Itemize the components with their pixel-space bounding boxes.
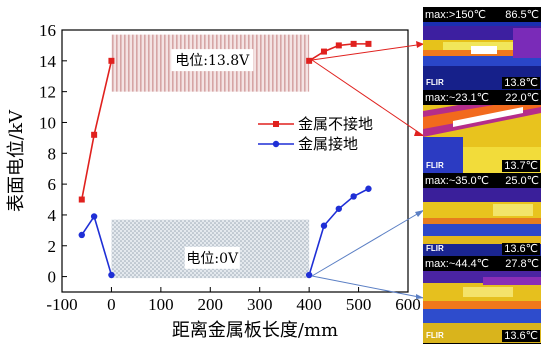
flir-logo: FLIR: [426, 161, 444, 170]
callout-arrowhead: [415, 210, 424, 217]
y-tick-label: 8: [48, 144, 57, 163]
data-point: [320, 48, 327, 55]
callout-arrowhead: [414, 130, 424, 136]
callout-line: [311, 43, 425, 61]
region-label: 电位:0V: [186, 251, 239, 267]
callout-line: [311, 275, 425, 299]
data-point: [320, 222, 328, 229]
data-point: [108, 271, 115, 279]
x-axis-title: 距离金属板长度/mm: [172, 320, 338, 341]
series-line-2-2: [308, 188, 369, 276]
flir-logo: FLIR: [426, 244, 444, 253]
data-point: [365, 185, 372, 192]
thermal-max-label: max:~35.0℃: [425, 175, 490, 187]
data-point: [108, 57, 115, 64]
data-point: [78, 231, 85, 239]
plot-frame: [61, 29, 409, 293]
legend-marker: [272, 140, 280, 148]
data-point: [78, 196, 85, 203]
thermal-max-value: 86.5℃: [505, 9, 539, 21]
y-tick-label: 14: [39, 52, 57, 71]
flir-logo: FLIR: [426, 331, 444, 340]
x-tick-label: 300: [247, 295, 273, 314]
x-tick-label: 600: [395, 295, 421, 314]
y-tick-label: 6: [48, 175, 57, 194]
callout-lines: [311, 41, 425, 299]
y-tick-label: 2: [48, 237, 57, 256]
region-label-bg: [184, 246, 240, 269]
thermal-max-label: max:>150℃: [425, 9, 486, 21]
thermal-max-value: 27.8℃: [505, 258, 539, 270]
y-tick-label: 10: [39, 113, 56, 132]
highlight-regions: 电位:13.8V 电位:0V: [111, 34, 310, 279]
y-tick-label: 0: [48, 268, 57, 287]
thermal-min-value: 13.8℃: [502, 77, 540, 89]
data-point: [335, 205, 342, 212]
data-point: [91, 131, 98, 138]
data-point: [365, 40, 372, 47]
legend-label: 金属接地: [298, 135, 358, 153]
thermal-min-value: 13.7℃: [502, 160, 540, 172]
flir-logo: FLIR: [426, 78, 444, 87]
x-tick-label: 0: [107, 295, 116, 314]
y-axis-title: 表面电位/kV: [6, 109, 27, 212]
legend-label: 金属不接地: [298, 115, 373, 133]
y-tick-label: 16: [39, 21, 56, 40]
data-point: [335, 42, 342, 49]
data-point: [350, 40, 357, 47]
thermal-max-label: max:~23.1℃: [425, 92, 490, 104]
thermal-min-value: 13.6℃: [502, 330, 540, 342]
callout-line: [311, 59, 425, 137]
thermal-image-2: max:~23.1℃ 22.0℃ FLIR 13.7℃: [423, 90, 541, 174]
legend-marker: [273, 121, 279, 127]
thermal-max-value: 25.0℃: [505, 175, 539, 187]
region-label-bg: [171, 49, 254, 72]
x-tick-label: -100: [46, 295, 77, 314]
x-tick-label: 500: [346, 295, 372, 314]
data-point: [306, 57, 313, 64]
callout-arrowhead: [416, 41, 424, 48]
callout-arrowhead: [416, 294, 424, 299]
data-point: [350, 193, 357, 200]
thermal-max-value: 22.0℃: [505, 92, 539, 104]
data-point: [90, 213, 98, 220]
callout-line: [311, 209, 425, 277]
x-tick-label: 100: [148, 295, 174, 314]
data-point: [305, 271, 313, 279]
y-tick-label: 4: [48, 206, 57, 225]
region-label: 电位:13.8V: [175, 53, 250, 69]
x-tick-label: 400: [296, 295, 322, 314]
data-series: [78, 40, 372, 279]
series-line-1-1: [80, 60, 113, 200]
thermal-image-3: max:~35.0℃ 25.0℃ FLIR 13.6℃: [423, 173, 541, 257]
series-line-2-1: [81, 214, 113, 276]
y-tick-label: 12: [39, 83, 56, 102]
axes: -100 0 100 200 300 400 500 600 0 2 4 6 8 10 12 14 16 距离金属…: [6, 21, 421, 341]
x-tick-label: 200: [198, 295, 224, 314]
thermal-min-value: 13.6℃: [502, 243, 540, 255]
thermal-max-label: max:~44.4℃: [425, 258, 490, 270]
thermal-image-1: max:>150℃ 86.5℃ FLIR 13.8℃: [423, 7, 541, 91]
thermal-image-4: max:~44.4℃ 27.8℃ FLIR 13.6℃: [423, 256, 541, 344]
